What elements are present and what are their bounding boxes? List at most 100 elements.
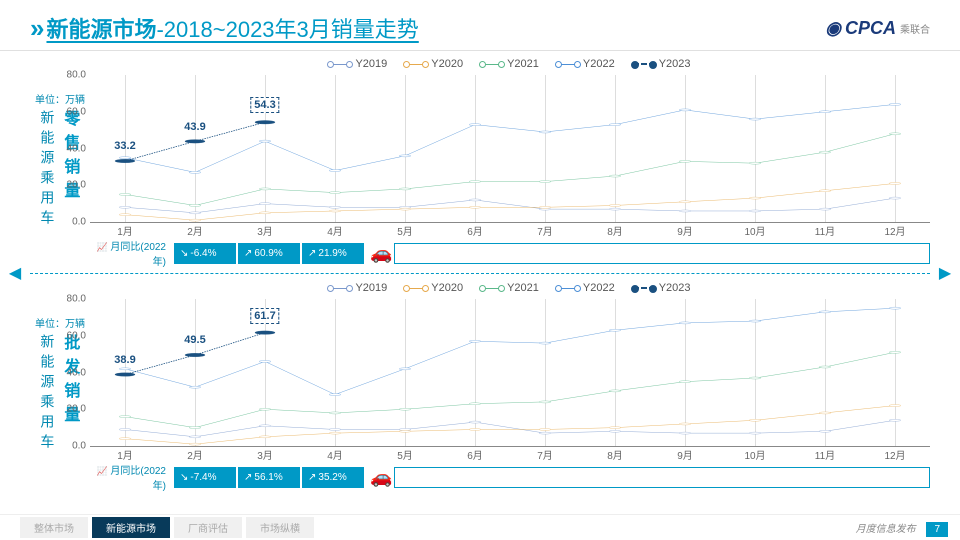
series-svg bbox=[90, 75, 930, 222]
yoy-row: 月同比(2022年)↘-7.4%↗56.1%↗35.2%🚗 bbox=[90, 465, 930, 489]
yoy-empty bbox=[394, 243, 930, 264]
data-point-label: 49.5 bbox=[184, 334, 205, 346]
footer-tab[interactable]: 厂商评估 bbox=[174, 517, 242, 538]
data-point-label: 61.7 bbox=[250, 308, 279, 324]
x-tick: 1月 bbox=[117, 447, 133, 462]
legend-label: Y2020 bbox=[431, 282, 463, 294]
x-tick: 4月 bbox=[327, 447, 343, 462]
x-tick: 12月 bbox=[884, 223, 905, 238]
data-point-label: 43.9 bbox=[184, 121, 205, 133]
unit-label: 单位：万辆 bbox=[35, 91, 85, 106]
chart-left-col: 单位：万辆新能源乘用车批发销量 bbox=[30, 279, 90, 489]
x-tick: 3月 bbox=[257, 223, 273, 238]
legend-item: Y2020 bbox=[405, 282, 463, 294]
footer: 整体市场新能源市场厂商评估市场纵横 月度信息发布 7 bbox=[0, 514, 960, 540]
yoy-cell: ↗56.1% bbox=[238, 467, 300, 488]
legend-item: Y2021 bbox=[481, 58, 539, 70]
car-icon: 🚗 bbox=[370, 243, 392, 264]
legend-item: Y2020 bbox=[405, 58, 463, 70]
wholesale-chart: 单位：万辆新能源乘用车批发销量 Y2019 Y2020 Y2021 Y2022 Y2023… bbox=[30, 279, 930, 489]
legend-item: Y2022 bbox=[557, 58, 615, 70]
yoy-cells: ↘-7.4%↗56.1%↗35.2%🚗 bbox=[174, 467, 930, 488]
footer-right: 月度信息发布 7 bbox=[856, 520, 960, 535]
y-tick: 80.0 bbox=[60, 70, 86, 81]
charts-zone: 单位：万辆新能源乘用车零售销量Y2019Y2020Y2021Y2022Y2023… bbox=[0, 51, 960, 489]
x-tick: 4月 bbox=[327, 223, 343, 238]
chevron-icon: » bbox=[30, 13, 38, 44]
y-tick: 60.0 bbox=[60, 106, 86, 117]
x-tick: 5月 bbox=[397, 223, 413, 238]
retail-chart: 单位：万辆新能源乘用车零售销量Y2019Y2020Y2021Y2022Y2023… bbox=[30, 55, 930, 265]
legend-item: Y2019 bbox=[329, 282, 387, 294]
logo-icon: ◉ bbox=[825, 18, 841, 39]
car-icon: 🚗 bbox=[370, 467, 392, 488]
legend-swatch-icon bbox=[481, 288, 503, 289]
x-tick: 7月 bbox=[537, 223, 553, 238]
data-point-label: 54.3 bbox=[250, 97, 279, 113]
y-tick: 0.0 bbox=[60, 441, 86, 452]
x-tick: 7月 bbox=[537, 447, 553, 462]
x-tick: 6月 bbox=[467, 223, 483, 238]
plot-area: 1月2月3月4月5月6月7月8月9月10月11月12月0.020.040.060… bbox=[90, 299, 930, 447]
yoy-cell: ↗21.9% bbox=[302, 243, 364, 264]
legend-swatch-icon bbox=[633, 63, 655, 65]
x-tick: 8月 bbox=[607, 223, 623, 238]
data-point-label: 33.2 bbox=[114, 140, 135, 152]
x-tick: 9月 bbox=[677, 447, 693, 462]
chart-main: Y2019Y2020Y2021Y2022Y20231月2月3月4月5月6月7月8… bbox=[90, 279, 930, 489]
legend-swatch-icon bbox=[329, 64, 351, 65]
data-point-label: 38.9 bbox=[114, 354, 135, 366]
legend-swatch-icon bbox=[405, 64, 427, 65]
legend: Y2019 Y2020 Y2021 Y2022 Y2023 bbox=[90, 279, 930, 297]
footer-tab[interactable]: 整体市场 bbox=[20, 517, 88, 538]
yoy-empty bbox=[394, 467, 930, 488]
legend-item: Y2023 bbox=[633, 282, 691, 294]
legend-label: Y2023 bbox=[659, 282, 691, 294]
footer-tab[interactable]: 市场纵横 bbox=[246, 517, 314, 538]
metric-label: 零售销量 bbox=[57, 110, 81, 230]
legend-item: Y2022 bbox=[557, 282, 615, 294]
x-tick: 3月 bbox=[257, 447, 273, 462]
title-bold: 新能源市场 bbox=[46, 17, 156, 42]
yoy-cells: ↘-6.4%↗60.9%↗21.9%🚗 bbox=[174, 243, 930, 264]
legend-item: Y2021 bbox=[481, 282, 539, 294]
side-label: 新能源乘用车 bbox=[39, 334, 56, 454]
legend-label: Y2022 bbox=[583, 282, 615, 294]
legend-swatch-icon bbox=[481, 64, 503, 65]
chart-main: Y2019Y2020Y2021Y2022Y20231月2月3月4月5月6月7月8… bbox=[90, 55, 930, 265]
legend: Y2019Y2020Y2021Y2022Y2023 bbox=[90, 55, 930, 73]
footer-tab[interactable]: 新能源市场 bbox=[92, 517, 170, 538]
page-header: » 新能源市场-2018~2023年3月销量走势 ◉ CPCA 乘联合 bbox=[0, 0, 960, 51]
legend-label: Y2021 bbox=[507, 282, 539, 294]
x-tick: 2月 bbox=[187, 223, 203, 238]
legend-label: Y2021 bbox=[507, 58, 539, 70]
x-tick: 5月 bbox=[397, 447, 413, 462]
page-number: 7 bbox=[926, 522, 948, 537]
legend-swatch-icon bbox=[557, 288, 579, 289]
legend-swatch-icon bbox=[405, 288, 427, 289]
yoy-row: 月同比(2022年)↘-6.4%↗60.9%↗21.9%🚗 bbox=[90, 241, 930, 265]
plot-area: 1月2月3月4月5月6月7月8月9月10月11月12月0.020.040.060… bbox=[90, 75, 930, 223]
legend-swatch-icon bbox=[557, 64, 579, 65]
x-tick: 6月 bbox=[467, 447, 483, 462]
cpca-logo: ◉ CPCA 乘联合 bbox=[825, 18, 930, 39]
title-wrap: » 新能源市场-2018~2023年3月销量走势 bbox=[30, 12, 419, 44]
yoy-cell: ↘-6.4% bbox=[174, 243, 236, 264]
legend-label: Y2020 bbox=[431, 58, 463, 70]
logo-text: CPCA bbox=[845, 18, 896, 39]
x-tick: 2月 bbox=[187, 447, 203, 462]
y-tick: 20.0 bbox=[60, 180, 86, 191]
legend-item: Y2023 bbox=[633, 58, 691, 70]
x-tick: 8月 bbox=[607, 447, 623, 462]
arrow-left-icon: ◀ bbox=[0, 263, 30, 283]
legend-swatch-icon bbox=[329, 288, 351, 289]
legend-swatch-icon bbox=[633, 287, 655, 289]
yoy-label: 月同比(2022年) bbox=[90, 462, 170, 492]
footer-text: 月度信息发布 bbox=[856, 524, 916, 535]
chart-left-col: 单位：万辆新能源乘用车零售销量 bbox=[30, 55, 90, 265]
x-tick: 1月 bbox=[117, 223, 133, 238]
x-tick: 12月 bbox=[884, 447, 905, 462]
y-tick: 80.0 bbox=[60, 294, 86, 305]
x-tick: 9月 bbox=[677, 223, 693, 238]
legend-label: Y2022 bbox=[583, 58, 615, 70]
